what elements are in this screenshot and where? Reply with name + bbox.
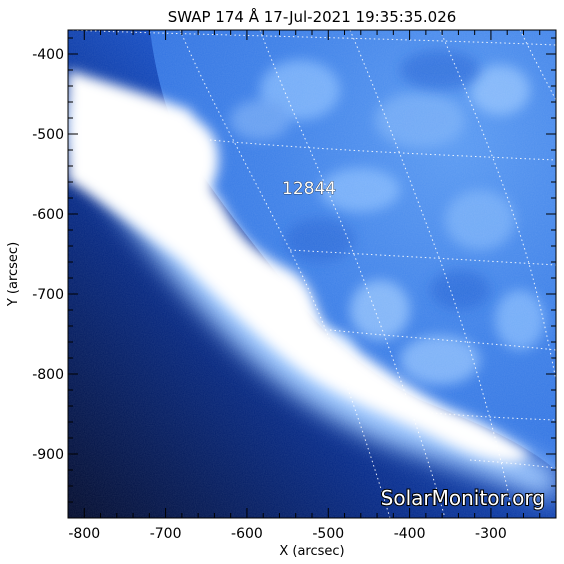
x-axis: -800 -700 -600 -500 -400 -300 [67,30,557,542]
y-tick-label: -600 [32,207,64,223]
heliographic-grid [68,30,556,518]
y-tick-label: -700 [32,287,64,303]
y-axis: -400 -500 -600 -700 -800 -900 [32,37,556,519]
y-tick-label: -800 [32,367,64,383]
x-tick-label: -700 [150,526,182,542]
y-tick-label: -900 [32,447,64,463]
x-axis-title: X (arcsec) [279,544,344,559]
x-tick-label: -300 [475,526,507,542]
y-tick-label: -500 [32,127,64,143]
y-tick-label: -400 [32,47,64,63]
solarmonitor-watermark: SolarMonitor.org [381,486,545,510]
active-region-label: 12844 [282,179,336,199]
y-axis-title: Y (arcsec) [6,242,21,307]
solar-image: 12844 [68,30,556,518]
x-tick-label: -500 [312,526,344,542]
x-tick-label: -600 [231,526,263,542]
x-tick-label: -400 [394,526,426,542]
plot-title: SWAP 174 Å 17-Jul-2021 19:35:35.026 [168,7,457,26]
x-tick-label: -800 [68,526,100,542]
